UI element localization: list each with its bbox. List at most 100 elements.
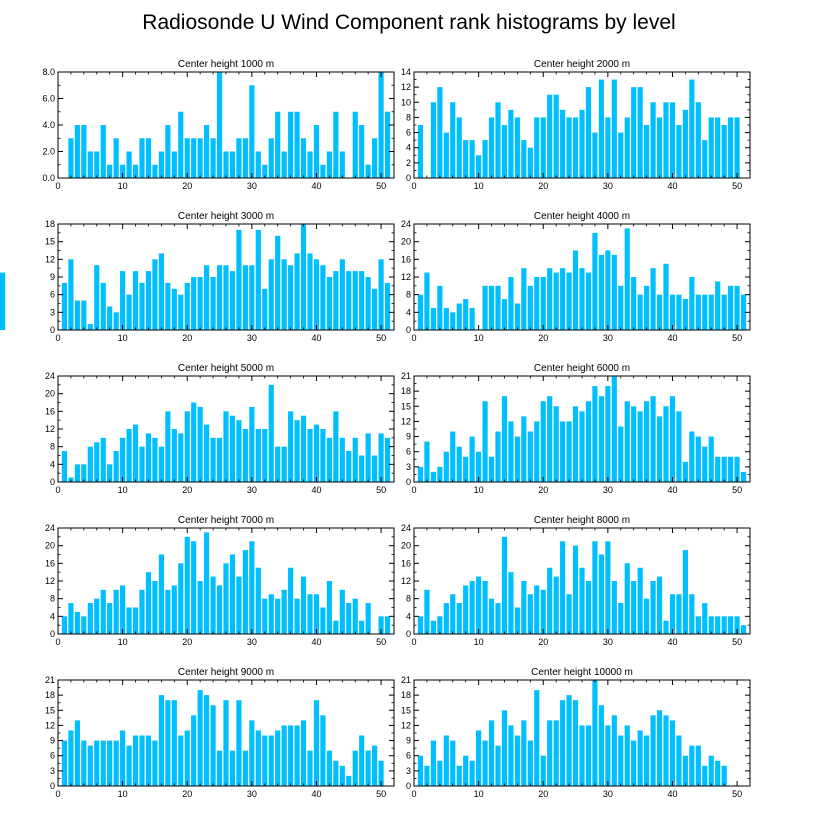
y-tick-label: 15 bbox=[401, 401, 411, 411]
bar bbox=[734, 616, 740, 634]
bar bbox=[663, 406, 669, 482]
bar bbox=[521, 416, 527, 482]
bar bbox=[152, 164, 158, 178]
bar bbox=[333, 111, 339, 178]
x-tick-label: 10 bbox=[118, 181, 128, 191]
y-tick-label: 2.0 bbox=[42, 147, 55, 157]
bar bbox=[463, 456, 469, 482]
bar bbox=[430, 471, 436, 482]
bar bbox=[171, 288, 177, 330]
y-tick-label: 20 bbox=[45, 389, 55, 399]
bar bbox=[624, 725, 630, 786]
bar bbox=[139, 282, 145, 330]
bar bbox=[359, 271, 365, 330]
x-tick-label: 0 bbox=[55, 485, 60, 495]
bar bbox=[242, 750, 248, 786]
y-tick-label: 16 bbox=[401, 558, 411, 568]
bar bbox=[669, 294, 676, 330]
bar bbox=[605, 386, 611, 482]
bar bbox=[721, 616, 727, 634]
bar bbox=[553, 406, 559, 482]
bar bbox=[94, 442, 100, 482]
bar bbox=[81, 740, 87, 786]
bar bbox=[540, 589, 546, 634]
bar bbox=[721, 125, 727, 178]
bar bbox=[708, 436, 714, 482]
bar bbox=[476, 155, 482, 178]
bar bbox=[715, 456, 721, 482]
bar bbox=[68, 138, 74, 178]
x-tick-label: 50 bbox=[376, 333, 386, 343]
y-tick-label: 12 bbox=[401, 720, 411, 730]
y-tick-label: 6 bbox=[406, 751, 411, 761]
bar bbox=[605, 250, 611, 330]
bar bbox=[100, 437, 106, 482]
bar bbox=[288, 111, 294, 178]
bar bbox=[229, 554, 236, 634]
y-tick-label: 24 bbox=[401, 523, 411, 533]
bar bbox=[223, 700, 229, 786]
bar bbox=[333, 411, 339, 482]
y-tick-label: 18 bbox=[401, 690, 411, 700]
bar bbox=[191, 541, 197, 634]
bar bbox=[624, 401, 630, 482]
bar bbox=[534, 690, 540, 786]
bar bbox=[598, 554, 604, 634]
x-tick-label: 10 bbox=[474, 637, 484, 647]
bar bbox=[94, 740, 100, 786]
bar bbox=[463, 755, 469, 786]
bar bbox=[728, 285, 734, 330]
bar bbox=[656, 416, 663, 482]
x-tick-label: 50 bbox=[732, 333, 742, 343]
bar bbox=[534, 585, 540, 634]
x-tick-label: 40 bbox=[311, 181, 321, 191]
bar bbox=[268, 594, 274, 634]
bar bbox=[178, 433, 184, 482]
bar bbox=[514, 735, 520, 786]
bar bbox=[443, 451, 449, 482]
panel-title: Center height 4000 m bbox=[534, 211, 630, 222]
bar bbox=[113, 451, 119, 482]
bar bbox=[689, 79, 695, 178]
bar bbox=[715, 117, 721, 178]
bar bbox=[262, 598, 268, 634]
bar bbox=[618, 426, 624, 482]
bar bbox=[656, 294, 663, 330]
x-tick-label: 20 bbox=[538, 789, 548, 799]
y-tick-label: 21 bbox=[401, 371, 411, 381]
bar bbox=[740, 625, 747, 634]
bar bbox=[540, 755, 546, 786]
bar bbox=[339, 589, 345, 634]
y-tick-label: 4 bbox=[50, 459, 55, 469]
bar bbox=[424, 765, 430, 786]
bar bbox=[197, 406, 203, 482]
bar bbox=[210, 705, 216, 786]
y-tick-label: 0 bbox=[406, 477, 411, 487]
y-tick-label: 16 bbox=[45, 406, 55, 416]
y-tick-label: 20 bbox=[401, 237, 411, 247]
bar bbox=[249, 720, 255, 786]
bar bbox=[113, 589, 119, 634]
bar bbox=[476, 576, 482, 634]
bar bbox=[139, 589, 145, 634]
bar bbox=[320, 164, 326, 178]
bar bbox=[120, 271, 126, 330]
bar bbox=[378, 760, 384, 786]
bar bbox=[352, 437, 358, 482]
bar bbox=[210, 576, 216, 634]
x-tick-label: 20 bbox=[538, 637, 548, 647]
bar bbox=[87, 745, 93, 786]
bar bbox=[275, 235, 281, 330]
bar bbox=[320, 715, 326, 786]
bar bbox=[346, 603, 352, 634]
bar bbox=[527, 285, 533, 330]
bar bbox=[68, 259, 74, 330]
bar bbox=[527, 431, 533, 482]
bar bbox=[288, 567, 294, 634]
bar bbox=[424, 441, 430, 482]
bar bbox=[216, 585, 223, 634]
bar bbox=[145, 271, 152, 330]
bar bbox=[81, 616, 87, 634]
y-tick-label: 0 bbox=[50, 325, 55, 335]
x-tick-label: 0 bbox=[411, 789, 416, 799]
